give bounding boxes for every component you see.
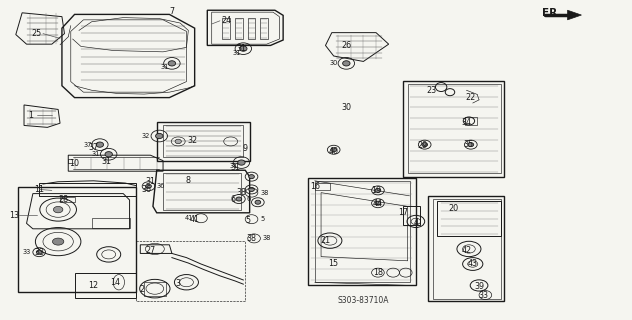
Text: 31: 31 (101, 157, 111, 166)
Text: 42: 42 (461, 246, 471, 255)
Ellipse shape (145, 184, 151, 188)
Text: 11: 11 (34, 185, 44, 194)
Ellipse shape (236, 197, 241, 201)
Text: 24: 24 (221, 16, 231, 25)
Text: 7: 7 (169, 7, 174, 16)
Ellipse shape (375, 201, 380, 205)
Text: 16: 16 (310, 182, 320, 191)
Text: 36: 36 (142, 185, 152, 194)
Ellipse shape (375, 188, 380, 192)
Text: 5: 5 (245, 216, 250, 225)
Text: 26: 26 (341, 41, 351, 50)
Text: 34: 34 (461, 118, 471, 127)
Text: 18: 18 (373, 268, 383, 277)
Text: 39: 39 (474, 282, 484, 291)
Text: 28: 28 (58, 195, 68, 204)
Text: 22: 22 (466, 93, 476, 102)
Polygon shape (568, 10, 581, 20)
Text: 31: 31 (145, 177, 155, 186)
Ellipse shape (468, 143, 474, 147)
Text: 23: 23 (426, 86, 436, 95)
Text: 30: 30 (341, 103, 351, 112)
Text: 25: 25 (32, 29, 42, 38)
Text: 38: 38 (246, 234, 257, 243)
Text: 43: 43 (468, 260, 478, 268)
Ellipse shape (255, 200, 260, 204)
Ellipse shape (422, 143, 427, 147)
Text: 31: 31 (233, 50, 241, 56)
Text: 20: 20 (449, 204, 459, 213)
Ellipse shape (331, 148, 336, 152)
Ellipse shape (53, 206, 63, 213)
Text: 38: 38 (262, 236, 270, 241)
Text: 6: 6 (246, 196, 251, 202)
Text: 4: 4 (413, 218, 418, 227)
Text: 33: 33 (34, 248, 44, 257)
Text: 31: 31 (229, 164, 238, 169)
Text: 29: 29 (417, 141, 427, 150)
Text: 33: 33 (478, 291, 489, 300)
Text: 8: 8 (186, 176, 191, 185)
Text: 12: 12 (88, 281, 99, 290)
Text: 19: 19 (371, 186, 381, 195)
Text: 6: 6 (230, 195, 235, 204)
Text: 3: 3 (176, 279, 181, 288)
Ellipse shape (155, 133, 163, 139)
Text: 30: 30 (330, 60, 338, 66)
Text: 14: 14 (110, 278, 120, 287)
Ellipse shape (175, 139, 181, 144)
Text: 41: 41 (190, 215, 200, 224)
Ellipse shape (52, 238, 64, 245)
Text: 40: 40 (329, 147, 339, 156)
Text: 17: 17 (398, 208, 408, 217)
Text: 37: 37 (88, 143, 99, 152)
Text: 10: 10 (70, 159, 80, 168)
Text: 9: 9 (243, 144, 248, 153)
Text: 32: 32 (188, 136, 198, 145)
Text: S303-83710A: S303-83710A (337, 296, 389, 305)
Text: FR.: FR. (542, 8, 562, 18)
Ellipse shape (249, 175, 254, 179)
Text: 13: 13 (9, 211, 19, 220)
Text: 41: 41 (185, 215, 193, 221)
Ellipse shape (249, 188, 254, 191)
Ellipse shape (343, 61, 350, 66)
Text: 38: 38 (260, 190, 269, 196)
Text: 31: 31 (230, 163, 240, 172)
Text: 32: 32 (142, 133, 150, 139)
Ellipse shape (238, 160, 245, 165)
Text: 15: 15 (329, 260, 339, 268)
Ellipse shape (36, 250, 42, 254)
Text: 35: 35 (464, 140, 474, 149)
Text: 31: 31 (92, 151, 100, 157)
Text: 38: 38 (236, 188, 246, 197)
Ellipse shape (168, 61, 176, 66)
Text: 31: 31 (160, 64, 169, 70)
Text: 21: 21 (320, 236, 331, 245)
Ellipse shape (105, 152, 112, 157)
Ellipse shape (240, 46, 247, 51)
Text: 31: 31 (236, 44, 246, 53)
Text: 37: 37 (83, 142, 92, 148)
Text: 5: 5 (260, 216, 265, 222)
Ellipse shape (96, 142, 104, 147)
Text: 2: 2 (140, 285, 145, 294)
Text: 27: 27 (145, 246, 155, 255)
Text: 1: 1 (28, 111, 33, 120)
Text: 44: 44 (373, 199, 383, 208)
Text: 33: 33 (22, 249, 30, 255)
Text: 36: 36 (157, 183, 165, 189)
